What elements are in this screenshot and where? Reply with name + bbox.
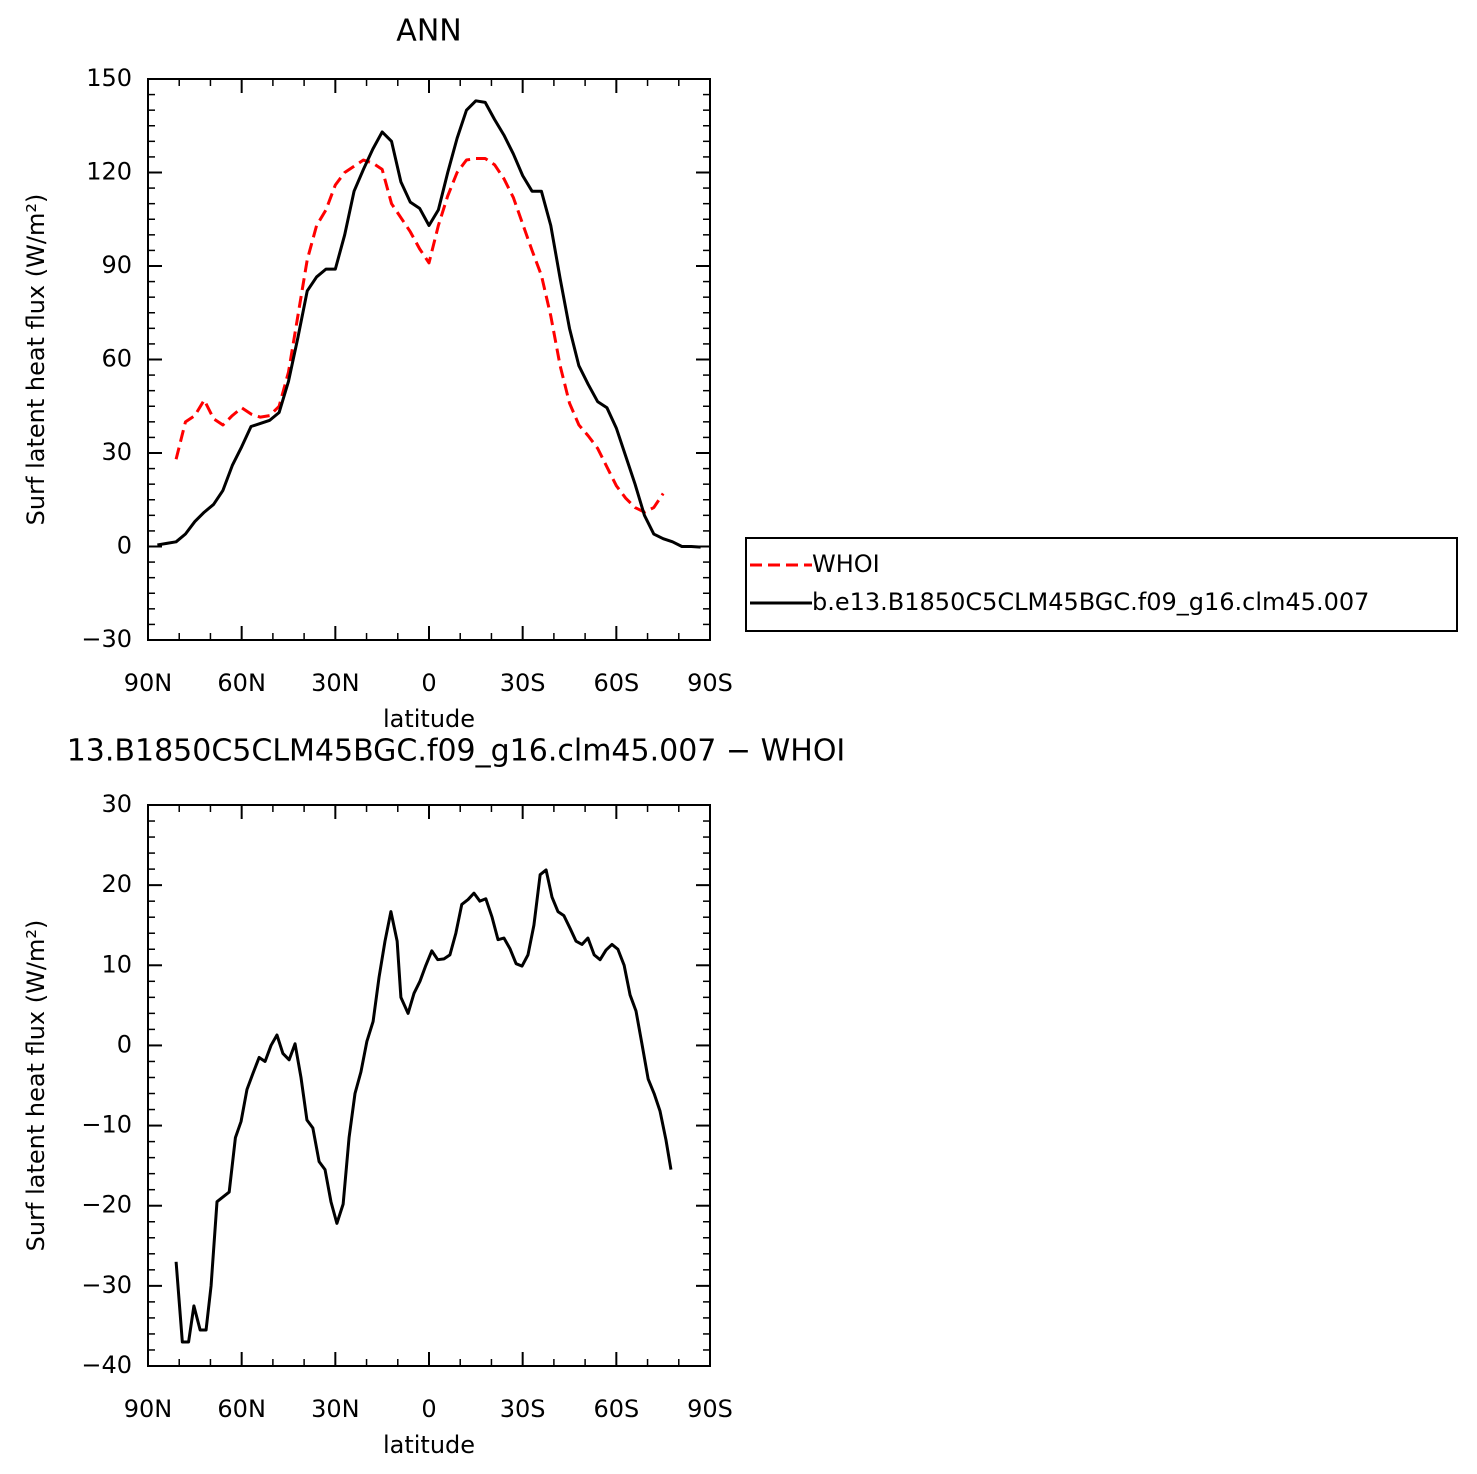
y-tick-label: 30 bbox=[101, 438, 132, 466]
x-tick-label: 90S bbox=[687, 1395, 733, 1423]
x-tick-label: 90N bbox=[124, 669, 173, 697]
x-tick-label: 60N bbox=[217, 1395, 266, 1423]
data-line bbox=[157, 99, 701, 549]
x-tick-label: 60S bbox=[593, 1395, 639, 1423]
data-line bbox=[174, 156, 665, 514]
legend-label: WHOI bbox=[812, 550, 880, 578]
y-tick-label: 120 bbox=[86, 158, 132, 186]
chart-title: ANN bbox=[396, 14, 461, 49]
legend-box bbox=[745, 537, 1458, 632]
x-tick-label: 30N bbox=[311, 1395, 360, 1423]
y-tick-label: 60 bbox=[101, 345, 132, 373]
y-axis-label: Surf latent heat flux (W/m²) bbox=[22, 920, 50, 1252]
x-axis-label: latitude bbox=[383, 705, 475, 733]
x-tick-label: 0 bbox=[421, 669, 436, 697]
x-tick-label: 30S bbox=[500, 669, 546, 697]
y-tick-label: 30 bbox=[101, 790, 132, 818]
y-tick-label: 0 bbox=[117, 1030, 132, 1058]
y-tick-label: 20 bbox=[101, 870, 132, 898]
chart-title: 13.B1850C5CLM45BGC.f09_g16.clm45.007 − W… bbox=[67, 734, 846, 769]
y-axis-label: Surf latent heat flux (W/m²) bbox=[22, 194, 50, 526]
plot-frame bbox=[147, 804, 711, 1367]
x-tick-label: 60S bbox=[593, 669, 639, 697]
y-tick-label: −30 bbox=[81, 625, 132, 653]
x-tick-label: 90S bbox=[687, 669, 733, 697]
y-tick-label: 90 bbox=[101, 251, 132, 279]
y-tick-label: −10 bbox=[81, 1111, 132, 1139]
x-axis-label: latitude bbox=[383, 1431, 475, 1459]
y-tick-label: 10 bbox=[101, 950, 132, 978]
y-tick-label: −20 bbox=[81, 1191, 132, 1219]
x-tick-label: 0 bbox=[421, 1395, 436, 1423]
plot-frame bbox=[147, 78, 711, 641]
data-line bbox=[174, 868, 673, 1344]
y-tick-label: 150 bbox=[86, 64, 132, 92]
y-tick-label: −40 bbox=[81, 1351, 132, 1379]
x-tick-label: 30S bbox=[500, 1395, 546, 1423]
y-tick-label: −30 bbox=[81, 1271, 132, 1299]
x-tick-label: 30N bbox=[311, 669, 360, 697]
x-tick-label: 60N bbox=[217, 669, 266, 697]
x-tick-label: 90N bbox=[124, 1395, 173, 1423]
y-tick-label: 0 bbox=[117, 532, 132, 560]
legend-label: b.e13.B1850C5CLM45BGC.f09_g16.clm45.007 bbox=[812, 588, 1369, 616]
